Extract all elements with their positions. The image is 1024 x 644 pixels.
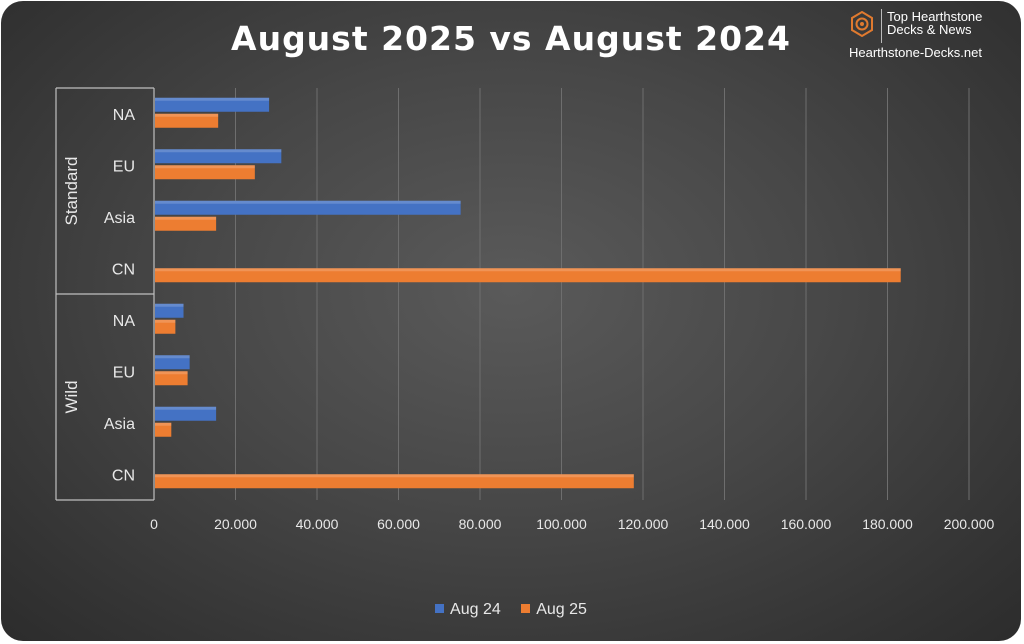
brand-tagline-1: Top Hearthstone: [887, 9, 983, 24]
legend-label-aug25: Aug 25: [536, 601, 587, 618]
bar-aug25: [155, 371, 188, 386]
bar-aug24: [155, 200, 461, 215]
category-label: NA: [113, 107, 136, 124]
bar-aug24: [155, 97, 270, 112]
legend-label-aug24: Aug 24: [450, 601, 501, 618]
bar-aug25: [155, 165, 255, 180]
bar-highlight: [155, 371, 188, 375]
brand-separator: [881, 9, 882, 43]
x-tick-label: 0: [150, 516, 158, 532]
bar-highlight: [155, 406, 217, 410]
bar-highlight: [155, 355, 190, 359]
category-label: NA: [113, 313, 136, 330]
bar-highlight: [155, 268, 901, 272]
bar-highlight: [155, 97, 270, 101]
group-label-wild: Wild: [62, 380, 81, 413]
bar-aug24: [155, 149, 282, 164]
category-label: EU: [113, 158, 135, 175]
bar-aug25: [155, 422, 172, 437]
bar-aug25: [155, 113, 219, 128]
bar-aug25: [155, 268, 901, 283]
brand-tagline-2: Decks & News: [887, 22, 972, 37]
category-label: Asia: [104, 416, 135, 433]
x-tick-label: 100.000: [536, 516, 587, 532]
bar-highlight: [155, 474, 634, 478]
bar-highlight: [155, 165, 255, 169]
legend-item-aug24: Aug 24: [435, 601, 501, 619]
group-label-standard: Standard: [62, 157, 81, 226]
bar-aug24: [155, 406, 217, 421]
brand-site-link[interactable]: Hearthstone-Decks.net: [849, 45, 982, 60]
bar-aug25: [155, 216, 217, 231]
category-label: CN: [112, 261, 135, 278]
bar-aug24: [155, 355, 190, 370]
chart-title: August 2025 vs August 2024: [231, 19, 791, 58]
hearthstone-logo-icon: [851, 11, 873, 37]
bar-highlight: [155, 216, 217, 220]
bar-highlight: [155, 149, 282, 153]
legend-swatch-aug24: [435, 604, 445, 613]
category-label: EU: [113, 364, 135, 381]
x-tick-label: 60.000: [377, 516, 420, 532]
x-tick-label: 180.000: [862, 516, 913, 532]
x-tick-label: 160.000: [781, 516, 832, 532]
x-tick-label: 20.000: [214, 516, 257, 532]
bar-aug24: [155, 303, 184, 318]
category-label: Asia: [104, 210, 135, 227]
x-tick-label: 40.000: [296, 516, 339, 532]
bar-highlight: [155, 113, 219, 117]
category-label: CN: [112, 467, 135, 484]
legend-item-aug25: Aug 25: [521, 601, 587, 619]
bar-highlight: [155, 319, 176, 323]
bar-highlight: [155, 200, 461, 204]
bar-aug25: [155, 319, 176, 334]
x-tick-label: 200.000: [944, 516, 995, 532]
x-tick-label: 120.000: [618, 516, 669, 532]
bar-highlight: [155, 422, 172, 426]
legend-swatch-aug25: [521, 604, 531, 613]
x-tick-label: 140.000: [699, 516, 750, 532]
bar-highlight: [155, 303, 184, 307]
chart-legend: Aug 24 Aug 25: [1, 601, 1021, 619]
brand-block[interactable]: Top Hearthstone Decks & News Hearthstone…: [847, 7, 1007, 61]
bar-aug25: [155, 474, 634, 489]
x-tick-label: 80.000: [459, 516, 502, 532]
